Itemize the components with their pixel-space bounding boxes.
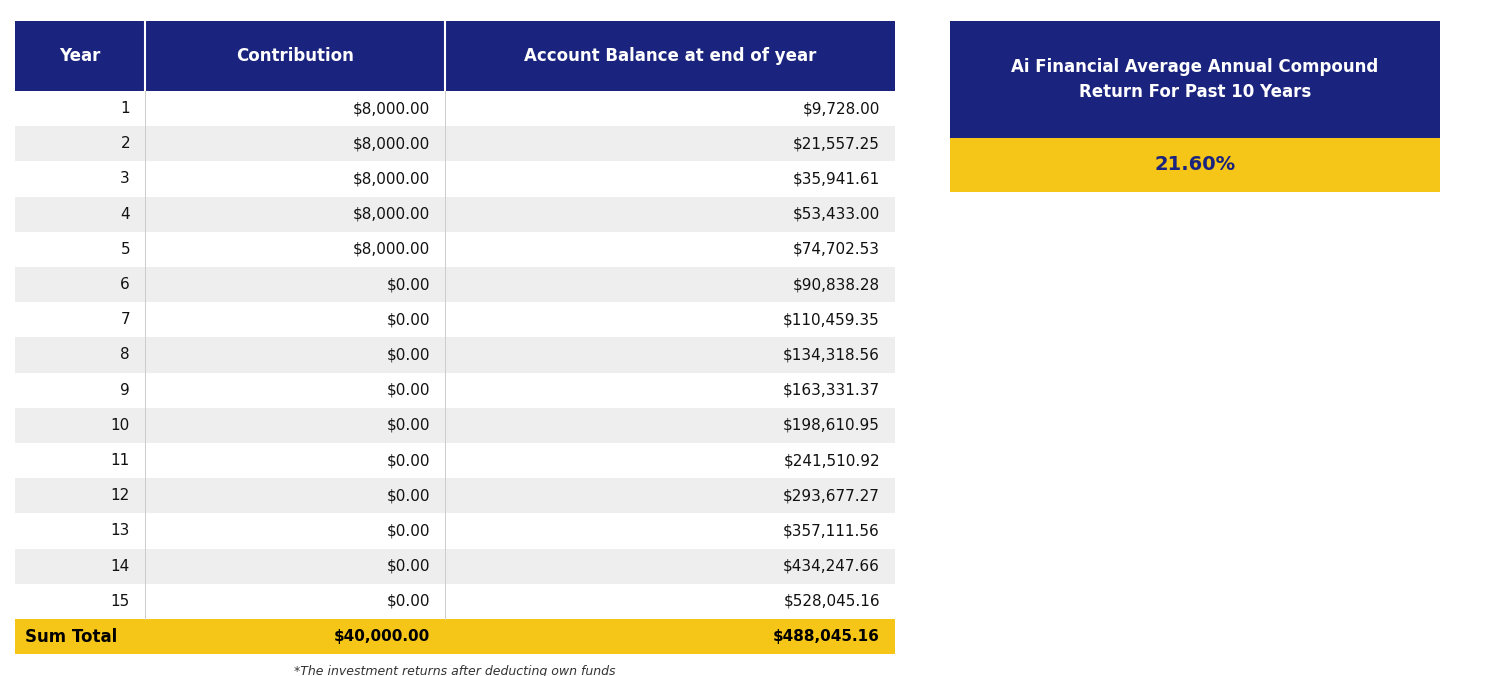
Text: $110,459.35: $110,459.35 (784, 312, 880, 327)
FancyBboxPatch shape (950, 20, 1439, 138)
Text: $8,000.00: $8,000.00 (352, 242, 430, 257)
FancyBboxPatch shape (15, 478, 895, 513)
Text: Account Balance at end of year: Account Balance at end of year (523, 47, 816, 65)
Text: 14: 14 (110, 558, 129, 574)
Text: $198,610.95: $198,610.95 (784, 418, 880, 433)
FancyBboxPatch shape (15, 584, 895, 619)
FancyBboxPatch shape (15, 513, 895, 549)
Text: $163,331.37: $163,331.37 (782, 383, 880, 397)
Text: Year: Year (59, 47, 101, 65)
FancyBboxPatch shape (15, 443, 895, 478)
FancyBboxPatch shape (15, 232, 895, 267)
Text: 15: 15 (110, 594, 129, 609)
Text: $0.00: $0.00 (387, 594, 430, 609)
Text: 9: 9 (120, 383, 129, 397)
Text: Contribution: Contribution (236, 47, 354, 65)
FancyBboxPatch shape (950, 138, 1439, 192)
Text: 8: 8 (120, 347, 129, 362)
Text: $0.00: $0.00 (387, 383, 430, 397)
Text: $241,510.92: $241,510.92 (784, 453, 880, 468)
Text: $8,000.00: $8,000.00 (352, 101, 430, 116)
FancyBboxPatch shape (15, 162, 895, 197)
FancyBboxPatch shape (15, 267, 895, 302)
Text: $488,045.16: $488,045.16 (773, 629, 880, 644)
Text: $0.00: $0.00 (387, 488, 430, 503)
Text: Ai Financial Average Annual Compound
Return For Past 10 Years: Ai Financial Average Annual Compound Ret… (1011, 57, 1378, 101)
Text: $53,433.00: $53,433.00 (793, 207, 880, 222)
Text: $0.00: $0.00 (387, 277, 430, 292)
Text: $0.00: $0.00 (387, 523, 430, 539)
Text: $9,728.00: $9,728.00 (803, 101, 880, 116)
Text: $0.00: $0.00 (387, 347, 430, 362)
FancyBboxPatch shape (15, 20, 146, 91)
FancyBboxPatch shape (15, 126, 895, 162)
Text: 3: 3 (120, 172, 129, 187)
FancyBboxPatch shape (15, 372, 895, 408)
Text: 10: 10 (110, 418, 129, 433)
Text: $74,702.53: $74,702.53 (793, 242, 880, 257)
Text: Sum Total: Sum Total (25, 627, 117, 646)
Text: 12: 12 (110, 488, 129, 503)
Text: 21.60%: 21.60% (1154, 155, 1236, 174)
Text: $357,111.56: $357,111.56 (784, 523, 880, 539)
Text: $8,000.00: $8,000.00 (352, 137, 430, 151)
Text: $434,247.66: $434,247.66 (784, 558, 880, 574)
FancyBboxPatch shape (15, 302, 895, 337)
Text: $0.00: $0.00 (387, 312, 430, 327)
Text: $293,677.27: $293,677.27 (784, 488, 880, 503)
FancyBboxPatch shape (15, 337, 895, 372)
Text: $134,318.56: $134,318.56 (784, 347, 880, 362)
Text: $528,045.16: $528,045.16 (784, 594, 880, 609)
FancyBboxPatch shape (15, 408, 895, 443)
FancyBboxPatch shape (15, 619, 895, 654)
Text: 2: 2 (120, 137, 129, 151)
Text: $8,000.00: $8,000.00 (352, 207, 430, 222)
FancyBboxPatch shape (15, 197, 895, 232)
Text: $0.00: $0.00 (387, 558, 430, 574)
FancyBboxPatch shape (15, 549, 895, 584)
Text: $0.00: $0.00 (387, 453, 430, 468)
Text: 13: 13 (110, 523, 129, 539)
FancyBboxPatch shape (146, 20, 445, 91)
Text: $21,557.25: $21,557.25 (793, 137, 880, 151)
Text: $0.00: $0.00 (387, 418, 430, 433)
Text: $90,838.28: $90,838.28 (793, 277, 880, 292)
Text: 4: 4 (120, 207, 129, 222)
Text: 1: 1 (120, 101, 129, 116)
Text: 7: 7 (120, 312, 129, 327)
Text: $35,941.61: $35,941.61 (793, 172, 880, 187)
FancyBboxPatch shape (15, 91, 895, 126)
Text: $8,000.00: $8,000.00 (352, 172, 430, 187)
Text: 11: 11 (110, 453, 129, 468)
Text: 5: 5 (120, 242, 129, 257)
Text: 6: 6 (120, 277, 129, 292)
Text: $40,000.00: $40,000.00 (333, 629, 430, 644)
Text: *The investment returns after deducting own funds: *The investment returns after deducting … (294, 665, 616, 676)
FancyBboxPatch shape (445, 20, 895, 91)
